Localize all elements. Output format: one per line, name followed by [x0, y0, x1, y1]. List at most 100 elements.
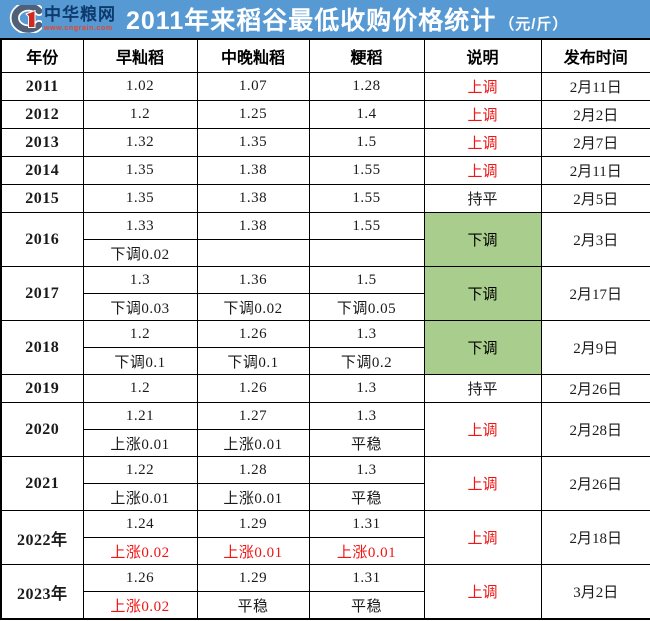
change-cell: 下调0.1 [82, 347, 198, 375]
change-cell: 下调0.02 [196, 293, 310, 321]
price-cell: 1.2 [82, 100, 198, 129]
release-date-cell: 2月9日 [540, 320, 650, 375]
table-row-2022年-change: 上涨0.02 上涨0.01 上涨0.01 [1, 537, 650, 565]
status-cell: 上调 [423, 456, 542, 511]
price-cell: 1.28 [196, 456, 310, 484]
price-cell: 1.55 [308, 212, 425, 240]
price-cell: 1.3 [308, 402, 425, 430]
price-cell: 1.35 [82, 184, 198, 213]
table-header-row: 年份 早籼稻 中晚籼稻 粳稻 说明 发布时间 [0, 38, 650, 73]
year-cell: 2015 [0, 184, 84, 213]
price-table-body: 2011 1.02 1.07 1.28 上调 2月11日 2012 1.2 1.25 1.4 上调 2… [0, 72, 650, 620]
price-cell: 1.55 [308, 184, 425, 213]
table-row-2016: 2016 1.33 1.38 1.55 下调 2月3日 [0, 212, 650, 267]
status-cell: 上调 [423, 402, 542, 457]
table-row-2022年: 2022年 1.24 1.29 1.31 上调 2月18日 [0, 510, 650, 565]
release-date-cell: 2月26日 [540, 374, 650, 403]
banner-bar: 中华粮网 www.cngrain.com 2011年来稻谷最低收购价格统计 （元… [0, 0, 650, 38]
release-date-cell: 2月3日 [540, 212, 650, 267]
release-date-cell: 3月2日 [540, 564, 650, 620]
status-cell: 上调 [423, 72, 542, 101]
price-cell: 1.26 [196, 374, 310, 403]
table-row-2018: 2018 1.2 1.26 1.3 下调 2月9日 [0, 320, 650, 375]
year-cell: 2020 [0, 402, 84, 457]
price-cell: 1.28 [308, 72, 425, 101]
price-table: 年份 早籼稻 中晚籼稻 粳稻 说明 发布时间 2011 1.02 1.07 1.28 上… [0, 38, 650, 620]
change-cell: 下调0.03 [82, 293, 198, 321]
price-cell: 1.38 [196, 184, 310, 213]
logo-site-url: www.cngrain.com [44, 25, 113, 32]
year-cell: 2011 [0, 72, 84, 101]
status-cell: 下调 [423, 320, 542, 375]
price-cell: 1.35 [196, 128, 310, 157]
price-cell: 1.27 [196, 402, 310, 430]
change-cell [196, 239, 310, 267]
status-cell: 持平 [423, 374, 542, 403]
table-row-2019: 2019 1.2 1.26 1.3 持平 2月26日 [0, 374, 650, 403]
price-cell: 1.02 [82, 72, 198, 101]
change-cell: 平稳 [308, 429, 425, 457]
status-cell: 上调 [423, 128, 542, 157]
change-cell: 上涨0.01 [196, 429, 310, 457]
year-cell: 2019 [0, 374, 84, 403]
price-cell: 1.38 [196, 156, 310, 185]
cngrain-g-logo-icon [9, 5, 42, 33]
release-date-cell: 2月2日 [540, 100, 650, 129]
change-cell: 上涨0.02 [82, 591, 198, 620]
price-cell: 1.3 [308, 456, 425, 484]
status-cell: 上调 [423, 510, 542, 565]
status-cell: 下调 [423, 266, 542, 321]
release-date-cell: 2月7日 [540, 128, 650, 157]
price-cell: 1.32 [82, 128, 198, 157]
status-cell: 上调 [423, 564, 542, 620]
status-cell: 持平 [423, 184, 542, 213]
release-date-cell: 2月26日 [540, 456, 650, 511]
cngrain-logo: 中华粮网 www.cngrain.com [6, 5, 116, 33]
year-cell: 2022年 [0, 510, 84, 565]
change-cell [308, 239, 425, 267]
change-cell: 上涨0.01 [308, 537, 425, 565]
col-header-release-date: 发布时间 [540, 38, 650, 73]
change-cell: 上涨0.01 [196, 537, 310, 565]
price-cell: 1.31 [308, 510, 425, 538]
col-header-note: 说明 [423, 38, 542, 73]
page-title: 2011年来稻谷最低收购价格统计 （元/斤） [126, 1, 568, 37]
table-row-2012: 2012 1.2 1.25 1.4 上调 2月2日 [0, 100, 650, 129]
table-row-2023年-change: 上涨0.02 平稳 平稳 [1, 591, 650, 620]
price-cell: 1.07 [196, 72, 310, 101]
price-cell: 1.29 [196, 510, 310, 538]
table-row-2014: 2014 1.35 1.38 1.55 上调 2月11日 [0, 156, 650, 185]
table-row-2020-change: 上涨0.01 上涨0.01 平稳 [1, 429, 650, 457]
price-cell: 1.5 [308, 266, 425, 294]
price-cell: 1.31 [308, 564, 425, 592]
price-cell: 1.3 [308, 320, 425, 348]
price-cell: 1.22 [82, 456, 198, 484]
change-cell: 下调0.1 [196, 347, 310, 375]
year-cell: 2018 [0, 320, 84, 375]
table-row-2018-change: 下调0.1 下调0.1 下调0.2 [1, 347, 650, 375]
price-cell: 1.5 [308, 128, 425, 157]
change-cell: 平稳 [308, 591, 425, 620]
price-cell: 1.3 [308, 374, 425, 403]
year-cell: 2016 [0, 212, 84, 267]
year-cell: 2023年 [0, 564, 84, 620]
release-date-cell: 2月17日 [540, 266, 650, 321]
status-cell: 上调 [423, 156, 542, 185]
year-cell: 2012 [0, 100, 84, 129]
price-cell: 1.25 [196, 100, 310, 129]
change-cell: 下调0.02 [82, 239, 198, 267]
release-date-cell: 2月11日 [540, 156, 650, 185]
change-cell: 平稳 [308, 483, 425, 511]
table-row-2020: 2020 1.21 1.27 1.3 上调 2月28日 [0, 402, 650, 457]
col-header-mid-late-indica: 中晚籼稻 [196, 38, 310, 73]
table-row-2021-change: 上涨0.01 上涨0.01 平稳 [1, 483, 650, 511]
change-cell: 平稳 [196, 591, 310, 620]
price-cell: 1.24 [82, 510, 198, 538]
page-title-text: 2011年来稻谷最低收购价格统计 [126, 7, 497, 35]
price-cell: 1.2 [82, 320, 198, 348]
status-cell: 下调 [423, 212, 542, 267]
price-cell: 1.29 [196, 564, 310, 592]
price-cell: 1.55 [308, 156, 425, 185]
change-cell: 上涨0.02 [82, 537, 198, 565]
release-date-cell: 2月5日 [540, 184, 650, 213]
